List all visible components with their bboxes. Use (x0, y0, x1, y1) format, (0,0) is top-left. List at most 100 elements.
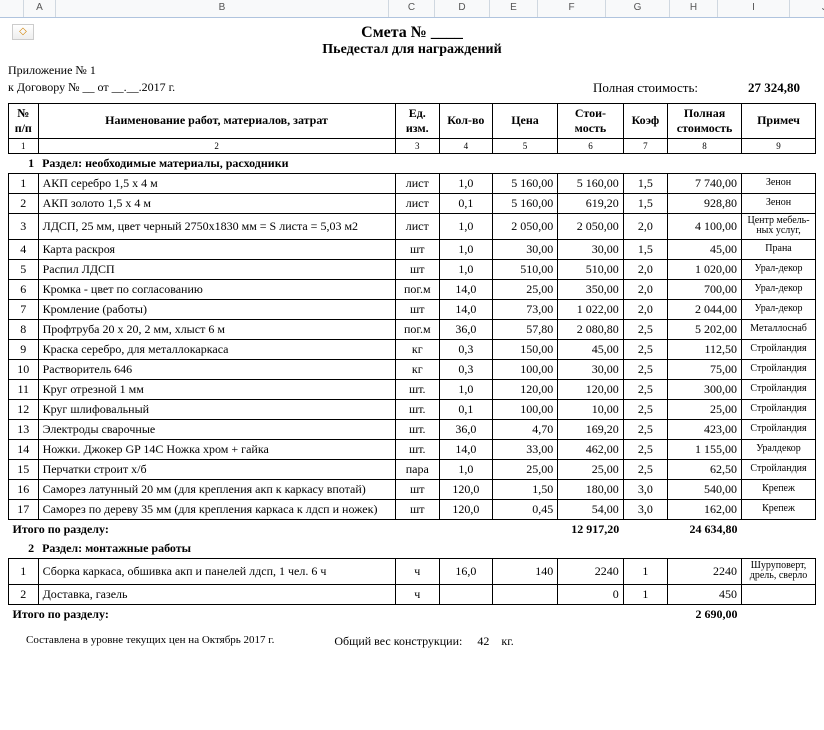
row-qty: 0,1 (439, 399, 492, 419)
th-full: Полная стоимость (668, 103, 742, 138)
row-note: Уралдекор (742, 439, 816, 459)
table-row: 11Круг отрезной 1 ммшт.1,0120,00120,002,… (9, 379, 816, 399)
row-coef: 2,5 (623, 379, 667, 399)
row-price: 30,00 (492, 239, 557, 259)
col-letter: G (606, 0, 670, 17)
row-name: ЛДСП, 25 мм, цвет черный 2750х1830 мм = … (38, 213, 395, 239)
doc-title: Смета № ____ (8, 24, 816, 42)
row-full: 75,00 (668, 359, 742, 379)
row-num: 5 (9, 259, 39, 279)
col-letter: I (718, 0, 790, 17)
row-note (742, 584, 816, 604)
weight-label: Общий вес конструкции: (334, 634, 462, 648)
row-price: 25,00 (492, 279, 557, 299)
row-coef: 2,5 (623, 459, 667, 479)
table-row: 1 Сборка каркаса, обшивка акп и панелей л… (9, 558, 816, 584)
row-qty: 120,0 (439, 499, 492, 519)
col-letter: D (435, 0, 490, 17)
row-qty: 36,0 (439, 419, 492, 439)
row-num: 4 (9, 239, 39, 259)
table-row: 16Саморез латунный 20 мм (для крепления … (9, 479, 816, 499)
table-row: 1АКП серебро 1,5 х 4 млист1,05 160,005 1… (9, 173, 816, 193)
row-note: Урал-декор (742, 259, 816, 279)
row-unit: шт. (395, 379, 439, 399)
row-price: 2 050,00 (492, 213, 557, 239)
row-name: Саморез латунный 20 мм (для крепления ак… (38, 479, 395, 499)
row-name: Кромка - цвет по согласованию (38, 279, 395, 299)
row-coef: 1 (623, 558, 667, 584)
row-full: 300,00 (668, 379, 742, 399)
row-cost: 54,00 (558, 499, 623, 519)
row-coef: 3,0 (623, 499, 667, 519)
row-full: 4 100,00 (668, 213, 742, 239)
row-unit: пара (395, 459, 439, 479)
row-qty: 16,0 (439, 558, 492, 584)
row-name: Перчатки строит х/б (38, 459, 395, 479)
row-unit: шт (395, 499, 439, 519)
row-coef: 2,5 (623, 399, 667, 419)
row-note: Крепеж (742, 499, 816, 519)
row-num: 2 (9, 584, 39, 604)
row-price: 57,80 (492, 319, 557, 339)
table-row: 17Саморез по дереву 35 мм (для крепления… (9, 499, 816, 519)
col-letter: E (490, 0, 538, 17)
row-coef: 1,5 (623, 239, 667, 259)
row-note: Стройландия (742, 359, 816, 379)
row-note: Крепеж (742, 479, 816, 499)
row-full: 25,00 (668, 399, 742, 419)
row-price: 5 160,00 (492, 173, 557, 193)
row-num: 11 (9, 379, 39, 399)
row-qty: 1,0 (439, 239, 492, 259)
th-name: Наименование работ, материалов, затрат (38, 103, 395, 138)
row-cost: 2240 (558, 558, 623, 584)
row-unit: лист (395, 213, 439, 239)
th-unit: Ед. изм. (395, 103, 439, 138)
row-name: Растворитель 646 (38, 359, 395, 379)
row-full: 1 155,00 (668, 439, 742, 459)
row-num: 14 (9, 439, 39, 459)
subtotal-1-row: Итого по разделу: 12 917,20 24 634,80 (9, 519, 816, 539)
row-cost: 0 (558, 584, 623, 604)
subtotal-1-cost: 12 917,20 (558, 519, 623, 539)
footer-date-note: Составлена в уровне текущих цен на Октяб… (26, 634, 274, 649)
row-num: 8 (9, 319, 39, 339)
worksheet-area: Смета № ____ Пьедестал для награждений П… (0, 18, 824, 657)
row-full: 162,00 (668, 499, 742, 519)
row-cost: 1 022,00 (558, 299, 623, 319)
footer-row: Составлена в уровне текущих цен на Октяб… (8, 634, 816, 649)
row-note: Металлоснаб (742, 319, 816, 339)
estimate-table: № п/п Наименование работ, материалов, за… (8, 103, 816, 624)
row-full: 540,00 (668, 479, 742, 499)
row-name: Круг отрезной 1 мм (38, 379, 395, 399)
row-coef: 2,0 (623, 279, 667, 299)
row-name: Распил ЛДСП (38, 259, 395, 279)
row-name: Карта раскроя (38, 239, 395, 259)
row-name: Ножки. Джокер GP 14C Ножка хром + гайка (38, 439, 395, 459)
row-cost: 619,20 (558, 193, 623, 213)
subtotal-2-full: 2 690,00 (668, 604, 742, 624)
row-qty: 0,1 (439, 193, 492, 213)
section-1-header: 1 Раздел: необходимые материалы, расходн… (9, 153, 816, 173)
row-price: 4,70 (492, 419, 557, 439)
row-note: Стройландия (742, 459, 816, 479)
row-price: 25,00 (492, 459, 557, 479)
row-price: 510,00 (492, 259, 557, 279)
row-price: 1,50 (492, 479, 557, 499)
row-name: Сборка каркаса, обшивка акп и панелей лд… (38, 558, 395, 584)
row-qty (439, 584, 492, 604)
row-unit: шт (395, 299, 439, 319)
row-name: АКП серебро 1,5 х 4 м (38, 173, 395, 193)
row-qty: 1,0 (439, 259, 492, 279)
row-note: Стройландия (742, 379, 816, 399)
row-qty: 0,3 (439, 339, 492, 359)
row-cost: 30,00 (558, 359, 623, 379)
index-row: 123456789 (9, 138, 816, 153)
row-cost: 45,00 (558, 339, 623, 359)
row-qty: 1,0 (439, 379, 492, 399)
row-num: 9 (9, 339, 39, 359)
row-num: 7 (9, 299, 39, 319)
row-num: 16 (9, 479, 39, 499)
row-unit: пог.м (395, 279, 439, 299)
row-price: 33,00 (492, 439, 557, 459)
row-full: 2240 (668, 558, 742, 584)
